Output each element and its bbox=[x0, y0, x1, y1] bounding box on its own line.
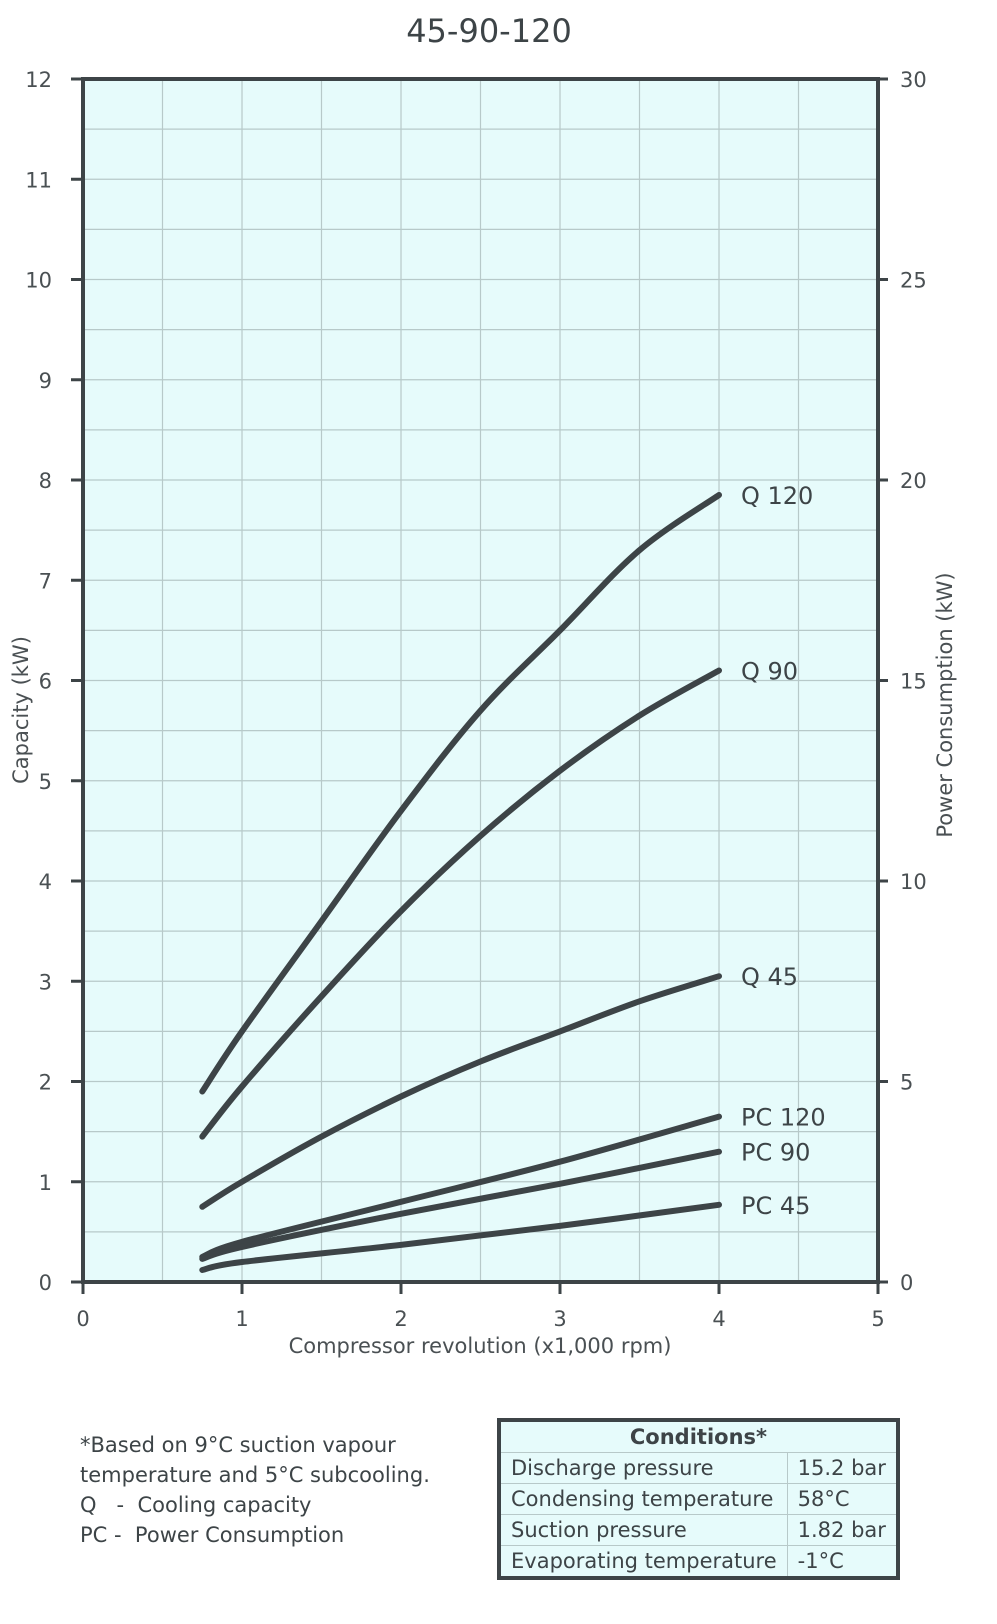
x-tick-label: 5 bbox=[871, 1307, 884, 1331]
y-left-tick-label: 11 bbox=[25, 168, 52, 192]
chart-title: 45-90-120 bbox=[406, 12, 572, 50]
series-label: PC 45 bbox=[741, 1192, 810, 1220]
x-tick-label: 0 bbox=[76, 1307, 89, 1331]
conditions-table: Conditions* Discharge pressure 15.2 bar … bbox=[497, 1418, 900, 1580]
y-right-tick-label: 15 bbox=[900, 670, 927, 694]
y-right-tick-label: 5 bbox=[900, 1071, 913, 1095]
series-label: Q 120 bbox=[741, 482, 813, 510]
y-left-tick-label: 9 bbox=[39, 369, 52, 393]
series-label: Q 45 bbox=[741, 963, 798, 991]
condition-label: Suction pressure bbox=[498, 1514, 788, 1546]
series-label: PC 90 bbox=[741, 1139, 810, 1167]
series-line bbox=[199, 492, 722, 1095]
table-row: Condensing temperature 58°C bbox=[498, 1483, 899, 1515]
y-right-tick-label: 0 bbox=[900, 1271, 913, 1295]
conditions-header: Conditions* bbox=[498, 1419, 899, 1453]
condition-label: Discharge pressure bbox=[498, 1452, 788, 1484]
plot-frame bbox=[81, 77, 880, 1284]
y-left-tick-label: 5 bbox=[39, 770, 52, 794]
condition-value: 1.82 bar bbox=[786, 1514, 899, 1546]
condition-value: 15.2 bar bbox=[786, 1452, 899, 1484]
y-left-tick-label: 0 bbox=[39, 1271, 52, 1295]
condition-value: 58°C bbox=[786, 1483, 899, 1515]
series-label: Q 90 bbox=[741, 657, 798, 685]
series-line bbox=[199, 1201, 722, 1273]
series-line bbox=[199, 1113, 722, 1260]
footnotes: *Based on 9°C suction vapour temperature… bbox=[80, 1430, 430, 1550]
y-left-tick-label: 4 bbox=[39, 870, 52, 894]
condition-label: Evaporating temperature bbox=[498, 1545, 788, 1579]
y-right-tick-label: 30 bbox=[900, 68, 927, 92]
y-left-tick-label: 10 bbox=[25, 269, 52, 293]
x-tick-label: 1 bbox=[235, 1307, 248, 1331]
y-left-tick-label: 6 bbox=[39, 670, 52, 694]
y-right-tick-label: 20 bbox=[900, 469, 927, 493]
y-left-tick-label: 7 bbox=[39, 569, 52, 593]
y-axis-right-title: Power Consumption (kW) bbox=[933, 572, 957, 837]
series-line bbox=[199, 1148, 722, 1262]
y-axis-left-title: Capacity (kW) bbox=[9, 636, 33, 784]
table-row: Suction pressure 1.82 bar bbox=[498, 1514, 899, 1546]
conditions-header-row: Conditions* bbox=[498, 1419, 899, 1453]
y-left-tick-label: 3 bbox=[39, 970, 52, 994]
x-axis-title: Compressor revolution (x1,000 rpm) bbox=[289, 1334, 672, 1358]
condition-label: Condensing temperature bbox=[498, 1483, 788, 1515]
legend-q-note: Q - Cooling capacity bbox=[80, 1493, 312, 1517]
y-right-tick-label: 10 bbox=[900, 870, 927, 894]
x-tick-label: 4 bbox=[712, 1307, 725, 1331]
table-row: Evaporating temperature -1°C bbox=[498, 1545, 899, 1579]
table-row: Discharge pressure 15.2 bar bbox=[498, 1452, 899, 1484]
y-left-tick-label: 1 bbox=[39, 1171, 52, 1195]
y-left-tick-label: 12 bbox=[25, 68, 52, 92]
x-tick-label: 2 bbox=[394, 1307, 407, 1331]
footnote-line: *Based on 9°C suction vapour bbox=[80, 1433, 396, 1457]
y-left-tick-label: 8 bbox=[39, 469, 52, 493]
legend-pc-note: PC - Power Consumption bbox=[80, 1523, 345, 1547]
y-left-tick-label: 2 bbox=[39, 1071, 52, 1095]
condition-value: -1°C bbox=[786, 1545, 899, 1579]
series-line bbox=[199, 973, 722, 1210]
footnote-line: temperature and 5°C subcooling. bbox=[80, 1463, 430, 1487]
series: Q 120 Q 90 Q 45 PC 120 PC 90 PC 45 bbox=[199, 482, 826, 1273]
y-right-tick-label: 25 bbox=[900, 269, 927, 293]
series-line bbox=[199, 667, 722, 1140]
x-tick-label: 3 bbox=[553, 1307, 566, 1331]
series-label: PC 120 bbox=[741, 1104, 826, 1132]
